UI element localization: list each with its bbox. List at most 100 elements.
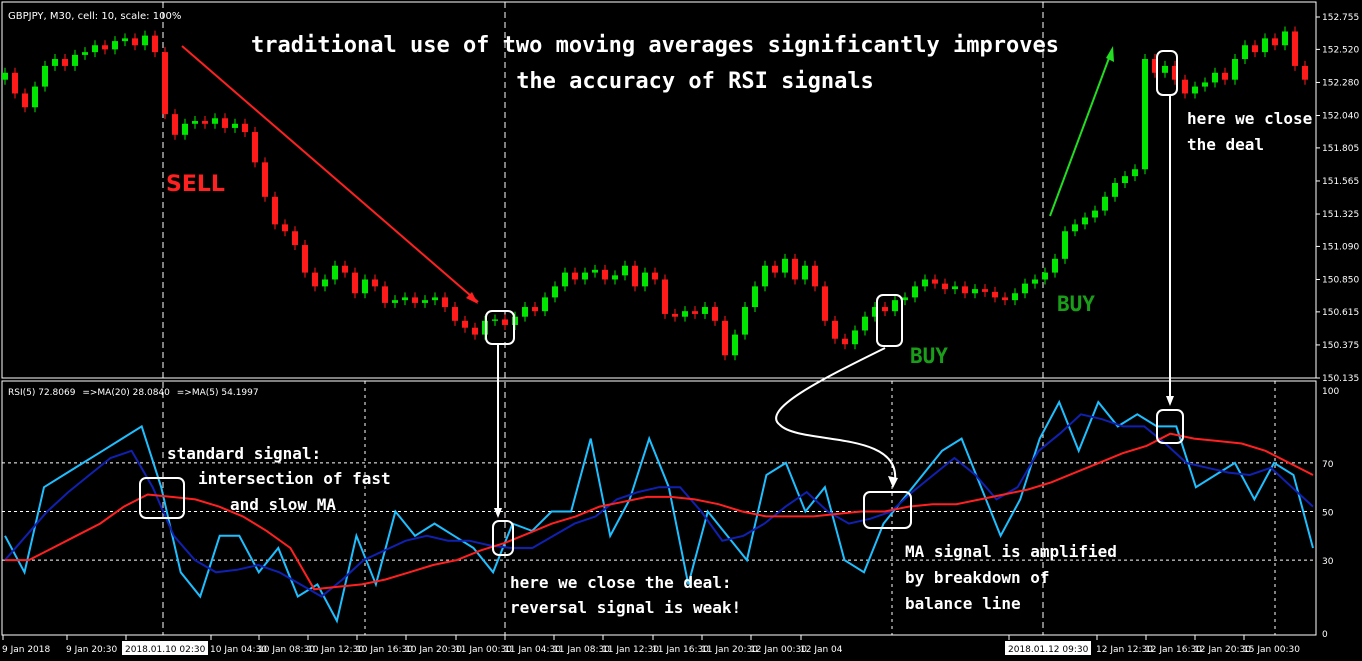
candle — [1162, 60, 1168, 78]
candle — [642, 267, 648, 292]
price-tick-label: 151.565 — [1322, 177, 1359, 187]
candle — [12, 67, 18, 99]
time-tick-label: 2018.01.12 09:30 — [1008, 645, 1089, 655]
time-tick-label: 9 Jan 2018 — [2, 645, 50, 655]
buy-arrow-head-icon — [1106, 46, 1114, 62]
buy-label-1: BUY — [910, 344, 948, 368]
candle — [22, 88, 28, 113]
candle — [282, 219, 288, 237]
time-tick-label: 11 Jan 12:30 — [602, 645, 659, 655]
arrow-head-icon — [1166, 396, 1174, 406]
candle — [812, 260, 818, 292]
candle — [462, 315, 468, 333]
candle — [962, 281, 968, 299]
candle — [662, 274, 668, 319]
candle — [402, 292, 408, 306]
time-tick-label: 10 Jan 04:30 — [210, 645, 267, 655]
candle — [742, 302, 748, 340]
candle — [1072, 219, 1078, 237]
close-note-bottom-1: here we close the deal: — [510, 573, 732, 592]
rsi-tick-label: 100 — [1322, 387, 1339, 397]
candle — [222, 113, 228, 133]
candle — [252, 127, 258, 168]
candle — [592, 264, 598, 278]
highlight-box — [492, 520, 514, 556]
sell-arrow-head-icon — [466, 292, 478, 304]
candle — [1092, 205, 1098, 223]
candle — [1012, 288, 1018, 306]
candle — [302, 240, 308, 278]
candle — [1052, 253, 1058, 278]
candle — [382, 281, 388, 308]
candle — [852, 325, 858, 350]
candle — [992, 286, 998, 303]
candle — [242, 118, 248, 138]
rsi-panel-frame — [1, 380, 1317, 636]
candle — [432, 292, 438, 306]
candle — [1122, 171, 1128, 189]
candle — [802, 260, 808, 285]
candle — [1022, 278, 1028, 299]
highlight-box — [1156, 409, 1184, 444]
candle — [522, 302, 528, 322]
close-note-top-2: the deal — [1187, 135, 1264, 154]
candle — [692, 306, 698, 319]
candle — [102, 40, 108, 55]
candle — [1112, 178, 1118, 202]
candle — [82, 47, 88, 60]
candle — [32, 81, 38, 113]
candle — [832, 315, 838, 344]
candle — [182, 118, 188, 140]
candle — [442, 292, 448, 313]
candle — [552, 281, 558, 303]
candle — [612, 270, 618, 285]
time-tick-label: 2018.01.10 02:30 — [125, 645, 206, 655]
candle — [602, 264, 608, 285]
candle — [272, 191, 278, 230]
highlight-box — [876, 294, 903, 347]
time-tick-label: 11 Jan 08:30 — [553, 645, 610, 655]
candle — [862, 311, 868, 336]
sell-trend-arrow — [181, 45, 479, 303]
time-tick-label: 11 Jan 00:30 — [455, 645, 512, 655]
rsi-tick-label: 30 — [1322, 557, 1334, 567]
time-tick-label: 10 Jan 20:30 — [405, 645, 462, 655]
candle — [352, 267, 358, 299]
candle — [312, 267, 318, 292]
amplified-note-2: by breakdown of — [905, 568, 1050, 587]
time-tick-label: 12 Jan 20:30 — [1194, 645, 1251, 655]
candle — [262, 157, 268, 202]
candle — [722, 315, 728, 361]
candle — [2, 67, 8, 85]
rsi-label: RSI(5) 72.8069 =>MA(20) 28.0840 =>MA(5) … — [8, 388, 259, 398]
candle — [52, 54, 58, 71]
candle — [632, 260, 638, 292]
sell-label: SELL — [166, 172, 225, 197]
candle — [1032, 274, 1038, 289]
candle — [202, 116, 208, 129]
time-tick-label: 11 Jan 04:30 — [504, 645, 561, 655]
candle — [322, 274, 328, 292]
candle — [672, 308, 678, 322]
time-tick-label: 11 Jan 16:30 — [652, 645, 709, 655]
arrow-head-icon — [494, 508, 502, 518]
standard-signal-2: intersection of fast — [198, 469, 391, 488]
price-tick-label: 151.090 — [1322, 242, 1359, 252]
candle — [1082, 212, 1088, 230]
time-tick-label: 11 Jan 20:30 — [701, 645, 758, 655]
candle — [772, 260, 778, 278]
time-tick-label: 9 Jan 20:30 — [66, 645, 118, 655]
price-tick-label: 150.135 — [1322, 374, 1359, 384]
candle — [532, 302, 538, 317]
close-note-top-1: here we close — [1187, 109, 1312, 128]
candle — [902, 292, 908, 306]
price-tick-label: 151.325 — [1322, 210, 1359, 220]
price-axis: 152.755 152.520 152.280 152.040 151.805 151.5… — [1316, 13, 1359, 640]
candle — [1242, 40, 1248, 65]
candle — [752, 281, 758, 313]
annotations: traditional use of two moving averages s… — [139, 33, 1312, 617]
candle — [682, 306, 688, 322]
candle — [712, 302, 718, 326]
candle — [1042, 267, 1048, 285]
